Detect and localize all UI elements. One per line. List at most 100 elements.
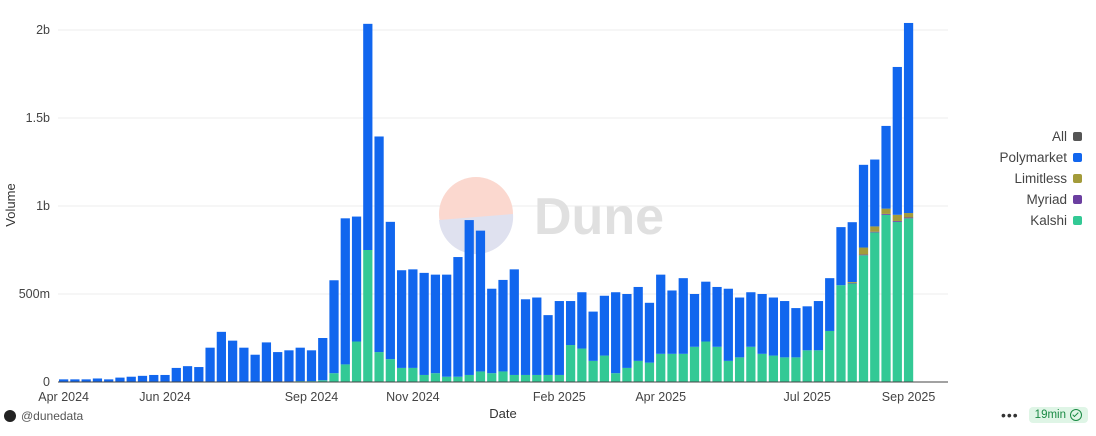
bar-kalshi[interactable] bbox=[802, 350, 812, 382]
bar-polymarket[interactable] bbox=[329, 280, 339, 374]
bar-kalshi[interactable] bbox=[442, 376, 452, 382]
bar-kalshi[interactable] bbox=[543, 374, 553, 382]
bar-polymarket[interactable] bbox=[656, 274, 666, 354]
bar-polymarket[interactable] bbox=[678, 278, 688, 354]
bar-polymarket[interactable] bbox=[611, 292, 621, 374]
bar-limitless[interactable] bbox=[903, 213, 914, 218]
bar-polymarket[interactable] bbox=[81, 379, 91, 382]
bar-polymarket[interactable] bbox=[532, 297, 542, 375]
bar-kalshi[interactable] bbox=[678, 353, 688, 382]
bar-polymarket[interactable] bbox=[588, 311, 598, 361]
bar-polymarket[interactable] bbox=[453, 257, 463, 377]
bar-polymarket[interactable] bbox=[419, 272, 429, 375]
bar-polymarket[interactable] bbox=[858, 164, 869, 248]
bar-polymarket[interactable] bbox=[239, 347, 249, 382]
bar-kalshi[interactable] bbox=[520, 374, 531, 382]
bar-limitless[interactable] bbox=[892, 214, 902, 221]
bar-kalshi[interactable] bbox=[723, 360, 733, 382]
bar-polymarket[interactable] bbox=[825, 278, 835, 331]
bar-polymarket[interactable] bbox=[182, 366, 193, 382]
bar-polymarket[interactable] bbox=[104, 379, 114, 382]
bar-kalshi[interactable] bbox=[588, 360, 598, 382]
bar-myriad[interactable] bbox=[881, 213, 891, 215]
bar-polymarket[interactable] bbox=[565, 301, 576, 346]
author-credit[interactable]: @dunedata bbox=[4, 409, 83, 423]
bar-kalshi[interactable] bbox=[475, 371, 486, 382]
bar-polymarket[interactable] bbox=[442, 274, 452, 377]
bar-polymarket[interactable] bbox=[228, 340, 238, 382]
more-dots-icon[interactable]: ••• bbox=[1000, 407, 1019, 423]
bar-kalshi[interactable] bbox=[656, 353, 666, 382]
bar-kalshi[interactable] bbox=[667, 353, 677, 382]
bar-kalshi[interactable] bbox=[577, 348, 587, 382]
bar-polymarket[interactable] bbox=[306, 350, 317, 382]
bar-polymarket[interactable] bbox=[689, 294, 700, 347]
bar-polymarket[interactable] bbox=[261, 342, 272, 382]
bar-polymarket[interactable] bbox=[284, 350, 294, 382]
bar-kalshi[interactable] bbox=[903, 218, 914, 382]
bar-kalshi[interactable] bbox=[825, 330, 835, 382]
bar-limitless[interactable] bbox=[858, 247, 869, 255]
legend-item-polymarket[interactable]: Polymarket bbox=[999, 150, 1082, 165]
bar-polymarket[interactable] bbox=[543, 315, 553, 375]
bar-polymarket[interactable] bbox=[487, 288, 497, 374]
bar-polymarket[interactable] bbox=[273, 352, 283, 382]
bar-kalshi[interactable] bbox=[385, 359, 395, 382]
bar-polymarket[interactable] bbox=[430, 274, 441, 374]
bar-polymarket[interactable] bbox=[734, 297, 745, 358]
bar-polymarket[interactable] bbox=[768, 297, 778, 356]
bar-polymarket[interactable] bbox=[644, 302, 655, 363]
legend-item-all[interactable]: All bbox=[1052, 129, 1082, 144]
bar-polymarket[interactable] bbox=[216, 331, 226, 382]
bar-polymarket[interactable] bbox=[836, 227, 846, 286]
bar-myriad[interactable] bbox=[892, 220, 902, 222]
bar-polymarket[interactable] bbox=[712, 286, 722, 347]
bar-kalshi[interactable] bbox=[847, 283, 857, 382]
bar-kalshi[interactable] bbox=[498, 371, 508, 382]
bar-polymarket[interactable] bbox=[59, 379, 69, 382]
bar-polymarket[interactable] bbox=[498, 279, 508, 372]
bar-kalshi[interactable] bbox=[318, 380, 328, 382]
bar-kalshi[interactable] bbox=[836, 285, 846, 382]
bar-polymarket[interactable] bbox=[351, 216, 362, 342]
bar-polymarket[interactable] bbox=[408, 269, 418, 368]
bar-limitless[interactable] bbox=[847, 282, 857, 283]
bar-polymarket[interactable] bbox=[903, 22, 914, 214]
bar-polymarket[interactable] bbox=[881, 125, 891, 209]
bar-polymarket[interactable] bbox=[126, 376, 136, 382]
bar-kalshi[interactable] bbox=[509, 374, 519, 382]
bar-kalshi[interactable] bbox=[363, 250, 373, 382]
bar-kalshi[interactable] bbox=[408, 367, 418, 382]
bar-kalshi[interactable] bbox=[689, 346, 700, 382]
bar-kalshi[interactable] bbox=[780, 357, 790, 382]
bar-kalshi[interactable] bbox=[768, 355, 778, 382]
bar-polymarket[interactable] bbox=[363, 23, 373, 251]
bar-polymarket[interactable] bbox=[633, 286, 643, 361]
bar-kalshi[interactable] bbox=[430, 373, 441, 382]
bar-polymarket[interactable] bbox=[520, 299, 531, 375]
bar-polymarket[interactable] bbox=[791, 308, 801, 358]
bar-kalshi[interactable] bbox=[340, 364, 350, 382]
bar-polymarket[interactable] bbox=[599, 295, 610, 356]
bar-polymarket[interactable] bbox=[92, 378, 103, 382]
bar-kalshi[interactable] bbox=[554, 374, 564, 382]
bar-kalshi[interactable] bbox=[712, 346, 722, 382]
bar-kalshi[interactable] bbox=[419, 374, 429, 382]
legend-item-limitless[interactable]: Limitless bbox=[1014, 171, 1082, 186]
bar-polymarket[interactable] bbox=[870, 159, 880, 227]
bar-polymarket[interactable] bbox=[667, 290, 677, 354]
bar-kalshi[interactable] bbox=[351, 341, 362, 382]
bar-kalshi[interactable] bbox=[487, 373, 497, 382]
bar-polymarket[interactable] bbox=[464, 220, 474, 375]
bar-limitless[interactable] bbox=[881, 208, 891, 214]
bar-polymarket[interactable] bbox=[385, 221, 395, 360]
bar-polymarket[interactable] bbox=[171, 367, 181, 382]
bar-kalshi[interactable] bbox=[374, 352, 384, 382]
bar-myriad[interactable] bbox=[870, 231, 880, 233]
bar-polymarket[interactable] bbox=[160, 374, 170, 382]
bar-kalshi[interactable] bbox=[757, 353, 767, 382]
bar-kalshi[interactable] bbox=[701, 341, 711, 382]
bar-polymarket[interactable] bbox=[194, 367, 204, 382]
bar-kalshi[interactable] bbox=[791, 357, 801, 382]
bar-kalshi[interactable] bbox=[892, 221, 902, 382]
